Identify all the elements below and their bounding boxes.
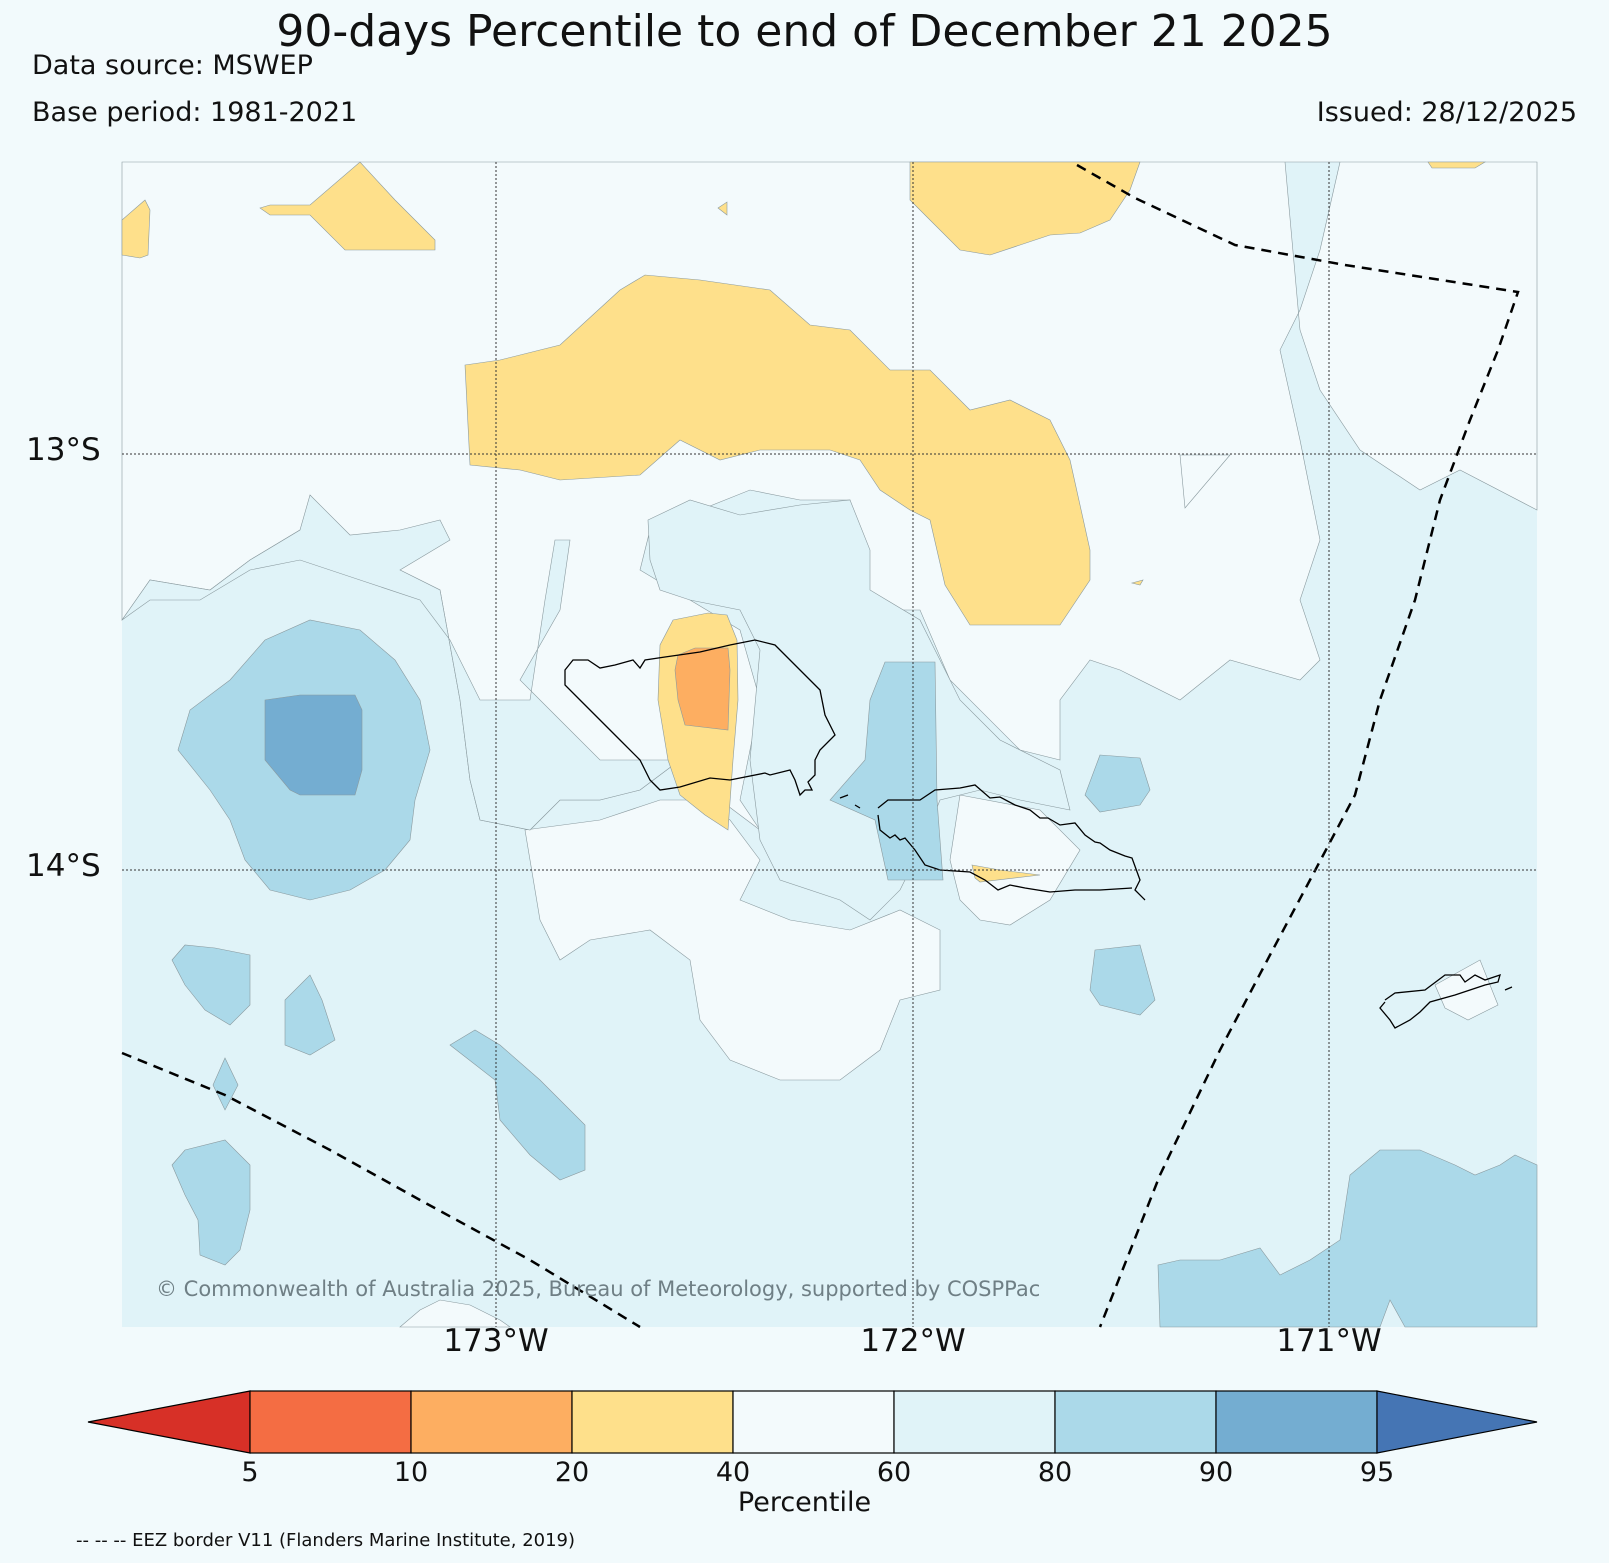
map-title: 90-days Percentile to end of December 21… bbox=[276, 6, 1333, 57]
issued-date: Issued: 28/12/2025 bbox=[1316, 97, 1577, 128]
band-90-95-west bbox=[264, 694, 363, 796]
band-20-40-top bbox=[909, 161, 1141, 256]
colorbar-segment bbox=[893, 1390, 1056, 1454]
band-20-40-north bbox=[464, 274, 1091, 626]
colorbar-tick-label: 5 bbox=[241, 1457, 259, 1488]
band-40-60-east bbox=[949, 794, 1081, 926]
band-80-90-sw4 bbox=[449, 1029, 586, 1181]
band-40-60-islet bbox=[1179, 454, 1231, 509]
band-80-90-sw3 bbox=[212, 1057, 239, 1111]
copyright-notice: © Commonwealth of Australia 2025, Bureau… bbox=[156, 1277, 1041, 1301]
colorbar-tick-label: 90 bbox=[1198, 1457, 1234, 1488]
latitude-label-13s: 13°S bbox=[26, 432, 101, 468]
band-20-40-topright bbox=[1427, 161, 1487, 169]
longitude-label-173w: 173°W bbox=[443, 1323, 549, 1359]
data-source: Data source: MSWEP bbox=[32, 50, 313, 81]
longitude-label-172w: 172°W bbox=[860, 1323, 966, 1359]
band-20-40-northwest bbox=[259, 161, 436, 251]
band-60-80-center bbox=[647, 499, 1071, 921]
band-80-90-sw5 bbox=[171, 1139, 251, 1266]
colorbar-tick-label: 10 bbox=[393, 1457, 429, 1488]
colorbar-segment bbox=[571, 1390, 734, 1454]
base-period: Base period: 1981-2021 bbox=[32, 97, 358, 128]
colorbar-label: Percentile bbox=[737, 1487, 872, 1518]
colorbar-tick-label: 80 bbox=[1037, 1457, 1073, 1488]
colorbar-tick-label: 20 bbox=[554, 1457, 590, 1488]
colorbar-extend-high bbox=[1376, 1390, 1538, 1454]
colorbar-segment bbox=[410, 1390, 573, 1454]
savaii-coastline bbox=[564, 639, 836, 797]
band-20-40-corner bbox=[121, 199, 151, 259]
colorbar-segment bbox=[249, 1390, 412, 1454]
band-80-90-sw2 bbox=[284, 974, 336, 1056]
band-80-90-se bbox=[1157, 1149, 1538, 1328]
colorbar-tick-label: 40 bbox=[715, 1457, 751, 1488]
latitude-label-14s: 14°S bbox=[26, 848, 101, 884]
colorbar bbox=[87, 1390, 1538, 1454]
band-80-90-east2 bbox=[1089, 944, 1156, 1016]
eez-legend-note: -- -- -- EEZ border V11 (Flanders Marine… bbox=[76, 1530, 576, 1551]
colorbar-segment bbox=[1054, 1390, 1217, 1454]
band-10-20-patch bbox=[674, 647, 731, 731]
colorbar-extend-low bbox=[87, 1390, 251, 1454]
band-20-40-speck bbox=[1130, 579, 1144, 586]
band-80-90-east1 bbox=[1084, 754, 1151, 813]
band-20-40-dot bbox=[717, 201, 728, 216]
longitude-label-171w: 171°W bbox=[1276, 1323, 1382, 1359]
band-80-90-sw1 bbox=[171, 944, 251, 1026]
colorbar-tick-label: 60 bbox=[876, 1457, 912, 1488]
eez-border-northeast bbox=[1076, 163, 1520, 1328]
band-40-60-southeast bbox=[1434, 959, 1499, 1021]
band-80-90-center bbox=[829, 661, 944, 881]
band-20-40-east bbox=[971, 864, 1041, 883]
eez-border-southwest bbox=[121, 1051, 641, 1329]
colorbar-segment bbox=[1215, 1390, 1378, 1454]
tutuila-coastline bbox=[1379, 973, 1513, 1029]
upolu-coastline bbox=[839, 784, 1146, 901]
band-60-80-west bbox=[121, 494, 681, 831]
band-60-80-bottom bbox=[399, 1299, 511, 1328]
colorbar-segment bbox=[732, 1390, 895, 1454]
colorbar-tick-label: 95 bbox=[1359, 1457, 1395, 1488]
